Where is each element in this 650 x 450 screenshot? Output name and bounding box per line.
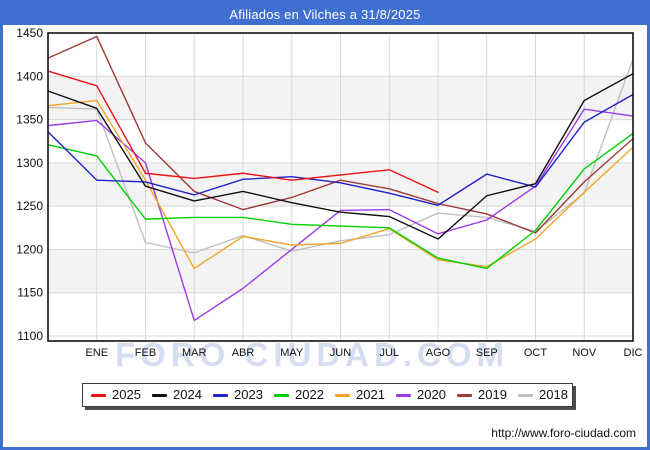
legend-dash-icon — [91, 394, 106, 397]
series-line-2022 — [47, 132, 634, 270]
legend-dash-icon — [457, 394, 472, 397]
x-tick-label: DIC — [624, 347, 643, 359]
title-bar: Afiliados en Vilches a 31/8/2025 — [3, 3, 647, 25]
x-tick-label: ABR — [232, 347, 255, 359]
y-tick-label: 1350 — [16, 113, 43, 127]
y-tick-label: 1150 — [17, 286, 43, 300]
x-tick-label: NOV — [572, 347, 597, 359]
y-tick-label: 1300 — [16, 156, 43, 170]
legend-label: 2020 — [417, 387, 446, 402]
x-tick-label: FEB — [135, 347, 156, 359]
footer-link[interactable]: http://www.foro-ciudad.com — [491, 426, 636, 440]
series-line-2023 — [47, 93, 634, 206]
legend-label: 2025 — [112, 387, 141, 402]
legend-label: 2018 — [539, 387, 568, 402]
x-tick-label: SEP — [476, 347, 498, 359]
x-tick-label: MAY — [280, 347, 304, 359]
legend-entry-2024: 2024 — [152, 384, 212, 406]
legend-label: 2021 — [356, 387, 385, 402]
legend-entry-2025: 2025 — [91, 384, 151, 406]
x-tick-label: AGO — [426, 347, 451, 359]
y-tick-label: 1450 — [16, 26, 43, 40]
legend-label: 2023 — [234, 387, 263, 402]
legend-dash-icon — [152, 394, 167, 397]
series-line-2024 — [47, 72, 634, 240]
legend-dash-icon — [335, 394, 350, 397]
legend-dash-icon — [396, 394, 411, 397]
x-tick-label: JUN — [330, 347, 351, 359]
y-tick-label: 1400 — [16, 69, 43, 83]
y-tick-label: 1100 — [17, 329, 43, 343]
series-line-2021 — [47, 99, 634, 270]
page-title: Afiliados en Vilches a 31/8/2025 — [229, 6, 421, 22]
x-tick-label: OCT — [524, 347, 548, 359]
series-line-2025 — [47, 70, 439, 193]
legend-dash-icon — [213, 394, 228, 397]
legend-entry-2022: 2022 — [274, 384, 334, 406]
legend-dash-icon — [518, 394, 533, 397]
y-tick-label: 1200 — [16, 242, 43, 256]
legend-entry-2019: 2019 — [457, 384, 517, 406]
line-chart-canvas: 1450 1400 1350 1300 1250 1200 1150 1100 ENE FEB MA… — [16, 26, 643, 359]
legend-label: 2024 — [173, 387, 202, 402]
legend-label: 2022 — [295, 387, 324, 402]
y-tick-label: 1250 — [16, 199, 43, 213]
chart-legend: 2025 2024 2023 2022 2021 2020 2019 2018 — [82, 383, 573, 407]
legend-entry-2018: 2018 — [518, 384, 578, 406]
watermark: FORO CIUDAD.COM — [115, 336, 509, 373]
legend-label: 2019 — [478, 387, 507, 402]
legend-dash-icon — [274, 394, 289, 397]
legend-entry-2020: 2020 — [396, 384, 456, 406]
series-line-2019 — [47, 35, 634, 234]
plot-border — [47, 32, 634, 342]
legend-entry-2023: 2023 — [213, 384, 273, 406]
x-tick-label: MAR — [182, 347, 207, 359]
legend-entry-2021: 2021 — [335, 384, 395, 406]
x-tick-label: JUL — [379, 347, 399, 359]
x-tick-label: ENE — [85, 347, 108, 359]
